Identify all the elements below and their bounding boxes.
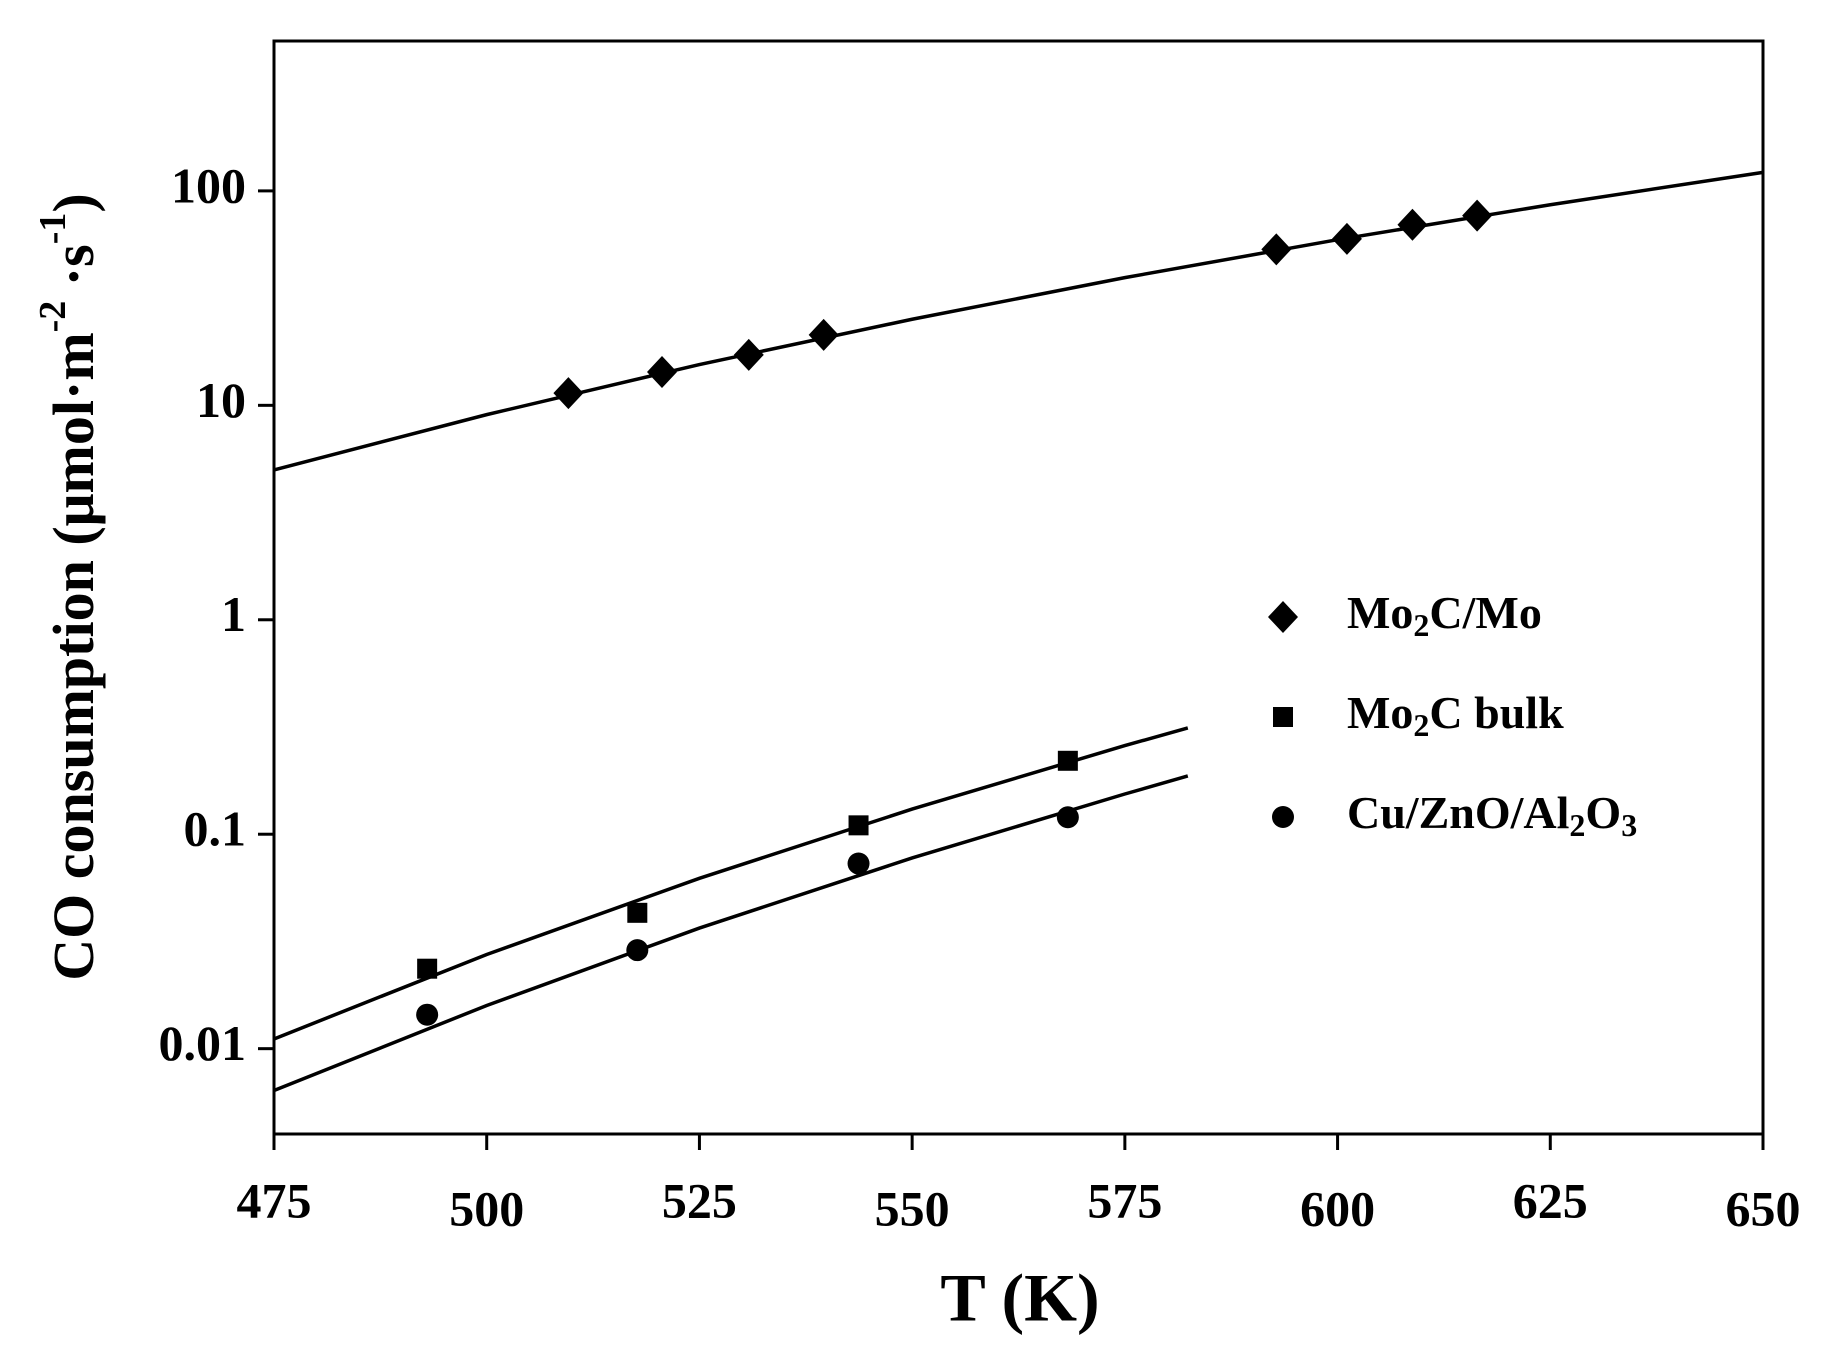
legend-label: Mo2C bulk bbox=[1347, 687, 1564, 744]
x-tick-label: 525 bbox=[662, 1172, 737, 1228]
y-tick-label: 0.1 bbox=[184, 801, 247, 857]
circle-point bbox=[626, 939, 649, 962]
x-axis-title: T (K) bbox=[940, 1260, 1099, 1336]
circle-point bbox=[847, 852, 870, 875]
square-point bbox=[1273, 707, 1293, 727]
plot-frame bbox=[272, 39, 1765, 1136]
x-tick-label: 475 bbox=[237, 1172, 312, 1228]
circle-point bbox=[1272, 806, 1294, 828]
x-tick-label: 625 bbox=[1513, 1172, 1588, 1228]
square-point bbox=[848, 815, 869, 836]
y-tick-label: 0.01 bbox=[159, 1015, 247, 1071]
square-point bbox=[627, 902, 648, 923]
legend-label: Cu/ZnO/Al2O3 bbox=[1347, 787, 1637, 844]
x-tick-label: 600 bbox=[1300, 1180, 1375, 1236]
fit-line bbox=[273, 726, 1189, 1041]
y-tick-label: 1 bbox=[221, 586, 246, 642]
circle-point bbox=[1056, 806, 1079, 829]
diamond-point bbox=[1462, 199, 1493, 232]
diamond-point bbox=[1397, 208, 1428, 241]
legend-label: Mo2C/Mo bbox=[1347, 587, 1542, 644]
y-axis-title: CO consumption (μmol·m-2 ·s-1) bbox=[32, 193, 107, 980]
square-point bbox=[1057, 750, 1078, 771]
x-tick-label: 500 bbox=[449, 1180, 524, 1236]
x-tick-label: 650 bbox=[1726, 1180, 1801, 1236]
diamond-point bbox=[808, 318, 839, 351]
diamond-point bbox=[733, 338, 764, 371]
diamond-point bbox=[553, 377, 584, 410]
diamond-point bbox=[1331, 222, 1362, 255]
square-point bbox=[417, 958, 438, 979]
diamond-point bbox=[646, 356, 677, 389]
y-tick-label: 100 bbox=[171, 157, 246, 213]
fit-line bbox=[273, 170, 1764, 472]
diamond-point bbox=[1261, 233, 1292, 266]
fit-line bbox=[273, 774, 1189, 1093]
x-tick-label: 575 bbox=[1087, 1172, 1162, 1228]
x-tick-label: 550 bbox=[875, 1180, 950, 1236]
diamond-point bbox=[1268, 601, 1298, 633]
y-tick-label: 10 bbox=[196, 372, 246, 428]
circle-point bbox=[416, 1003, 439, 1026]
